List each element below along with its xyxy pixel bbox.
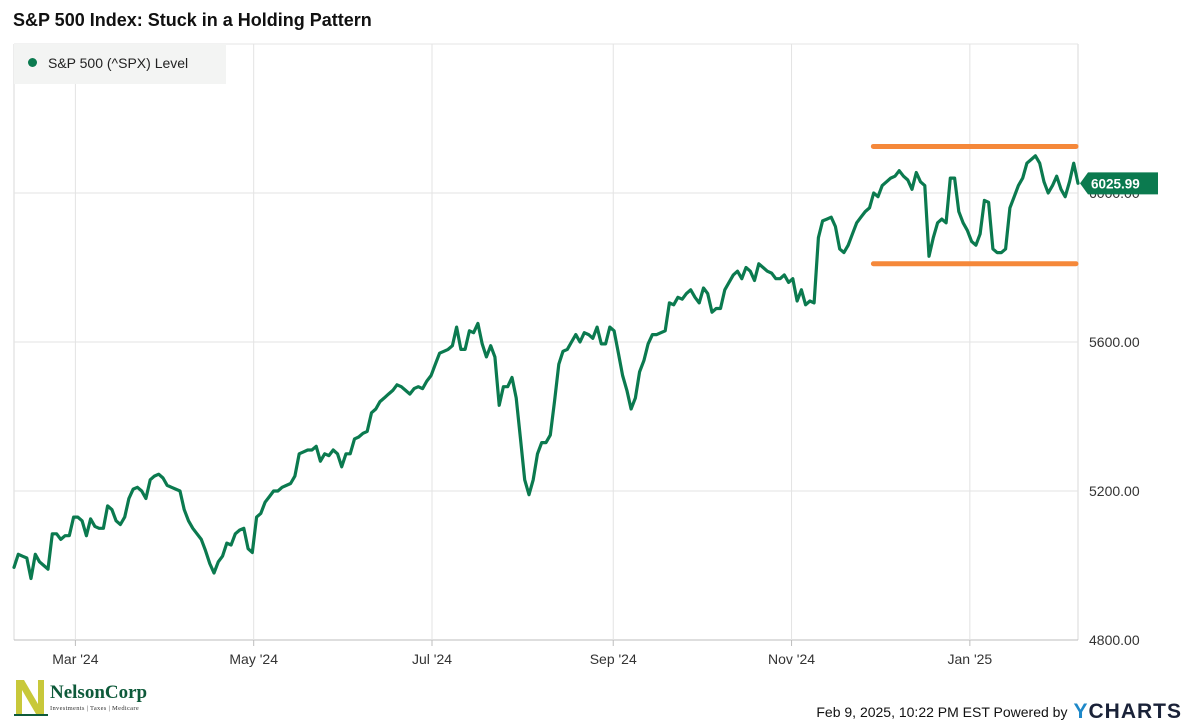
y-tick-label: 5200.00 xyxy=(1089,483,1140,499)
last-value-tag-shape xyxy=(1080,172,1158,195)
legend-label: S&P 500 (^SPX) Level xyxy=(48,55,189,71)
ycharts-logo-y: Y xyxy=(1073,700,1089,723)
ycharts-logo: YCHARTS xyxy=(1073,700,1182,724)
y-tick-label: 4800.00 xyxy=(1089,632,1140,648)
footer-timestamp: Feb 9, 2025, 10:22 PM EST Powered by xyxy=(816,704,1068,720)
x-tick-label: Mar '24 xyxy=(52,651,98,667)
nelsoncorp-logo: NelsonCorp Investments | Taxes | Medicar… xyxy=(14,678,164,718)
x-tick-label: Nov '24 xyxy=(768,651,815,667)
series-line-spx xyxy=(12,154,1080,581)
legend-marker xyxy=(28,58,37,67)
nelsoncorp-n-icon xyxy=(14,680,48,716)
x-tick-label: Sep '24 xyxy=(590,651,637,667)
last-value-tag: 6025.99 xyxy=(1080,172,1158,195)
x-axis-labels: Mar '24 May '24 Jul '24 Sep '24 Nov '24 Jan '… xyxy=(52,651,992,667)
range-annotations xyxy=(870,143,1079,267)
chart-title: S&P 500 Index: Stuck in a Holding Patter… xyxy=(13,10,372,30)
footer-attribution: Feb 9, 2025, 10:22 PM EST Powered by YCH… xyxy=(816,700,1182,724)
grid-lines xyxy=(13,43,1079,646)
x-tick-label: May '24 xyxy=(229,651,278,667)
logo-tagline: Investments | Taxes | Medicare xyxy=(50,705,140,712)
legend: S&P 500 (^SPX) Level xyxy=(14,44,226,84)
x-tick-label: Jan '25 xyxy=(947,651,992,667)
logo-name: NelsonCorp xyxy=(50,682,148,703)
ycharts-logo-rest: CHARTS xyxy=(1088,700,1182,723)
x-tick-label: Jul '24 xyxy=(412,651,452,667)
last-value-label: 6025.99 xyxy=(1091,176,1140,191)
y-tick-label: 5600.00 xyxy=(1089,334,1140,350)
